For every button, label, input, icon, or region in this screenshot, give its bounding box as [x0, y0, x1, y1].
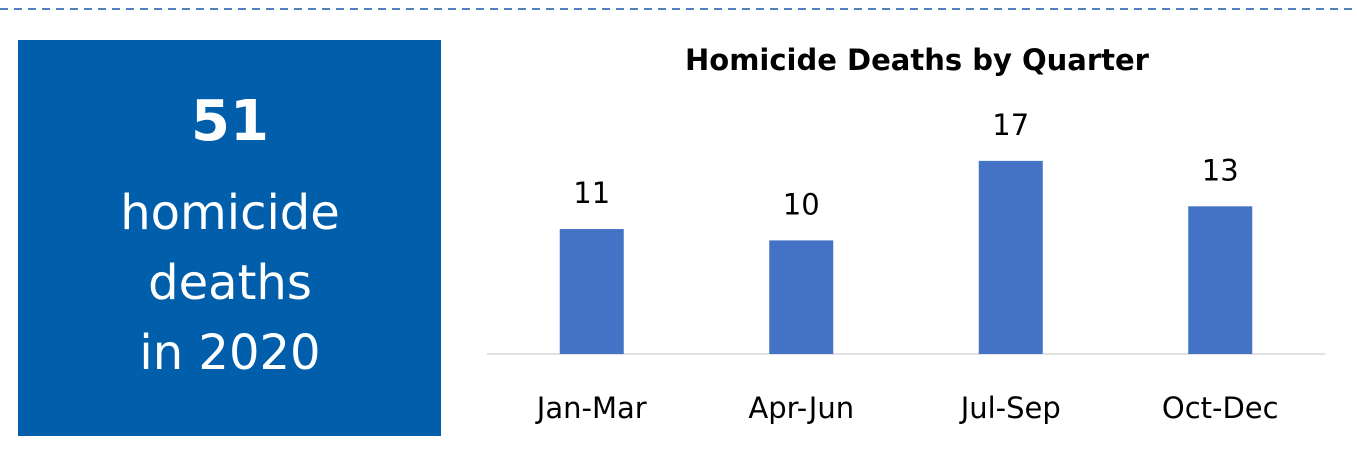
value-label: 13: [1202, 153, 1239, 187]
x-tick-label: Jan-Mar: [535, 391, 647, 425]
bar: [769, 240, 834, 354]
value-label: 17: [992, 108, 1029, 142]
value-label: 11: [573, 176, 610, 210]
kpi-value: 51: [191, 89, 269, 154]
x-tick-label: Apr-Jun: [748, 391, 854, 425]
chart-title: Homicide Deaths by Quarter: [685, 43, 1150, 77]
bar: [978, 160, 1043, 354]
kpi-box: [18, 40, 441, 436]
x-tick-label: Oct-Dec: [1162, 391, 1279, 425]
bar: [1188, 206, 1253, 354]
kpi-text: in 2020: [139, 325, 320, 381]
bar: [559, 229, 624, 354]
kpi-text: deaths: [148, 255, 312, 311]
x-tick-label: Jul-Sep: [959, 391, 1061, 425]
value-label: 10: [783, 187, 820, 221]
kpi-text: homicide: [120, 185, 340, 241]
